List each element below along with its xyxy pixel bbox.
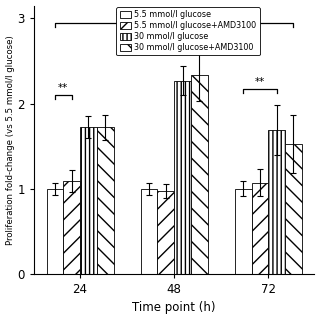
Bar — [47, 189, 63, 274]
Bar — [80, 127, 97, 274]
Bar — [174, 81, 191, 274]
X-axis label: Time point (h): Time point (h) — [132, 301, 216, 315]
Bar — [268, 130, 285, 274]
Bar — [97, 127, 114, 274]
Bar — [141, 189, 157, 274]
Bar — [235, 189, 252, 274]
Bar — [252, 183, 268, 274]
Bar — [285, 144, 302, 274]
Bar — [63, 181, 80, 274]
Text: **: ** — [161, 35, 171, 45]
Bar — [157, 191, 174, 274]
Legend: 5.5 mmol/l glucose, 5.5 mmol/l glucose+AMD3100, 30 mmol/l glucose, 30 mmol/l glu: 5.5 mmol/l glucose, 5.5 mmol/l glucose+A… — [116, 7, 260, 55]
Bar — [191, 75, 208, 274]
Y-axis label: Proliferation fold-change (vs 5.5 mmol/l glucose): Proliferation fold-change (vs 5.5 mmol/l… — [5, 35, 14, 244]
Text: **: ** — [58, 83, 68, 93]
Text: *: * — [235, 11, 241, 21]
Text: **: ** — [255, 77, 265, 87]
Text: *: * — [116, 11, 122, 21]
